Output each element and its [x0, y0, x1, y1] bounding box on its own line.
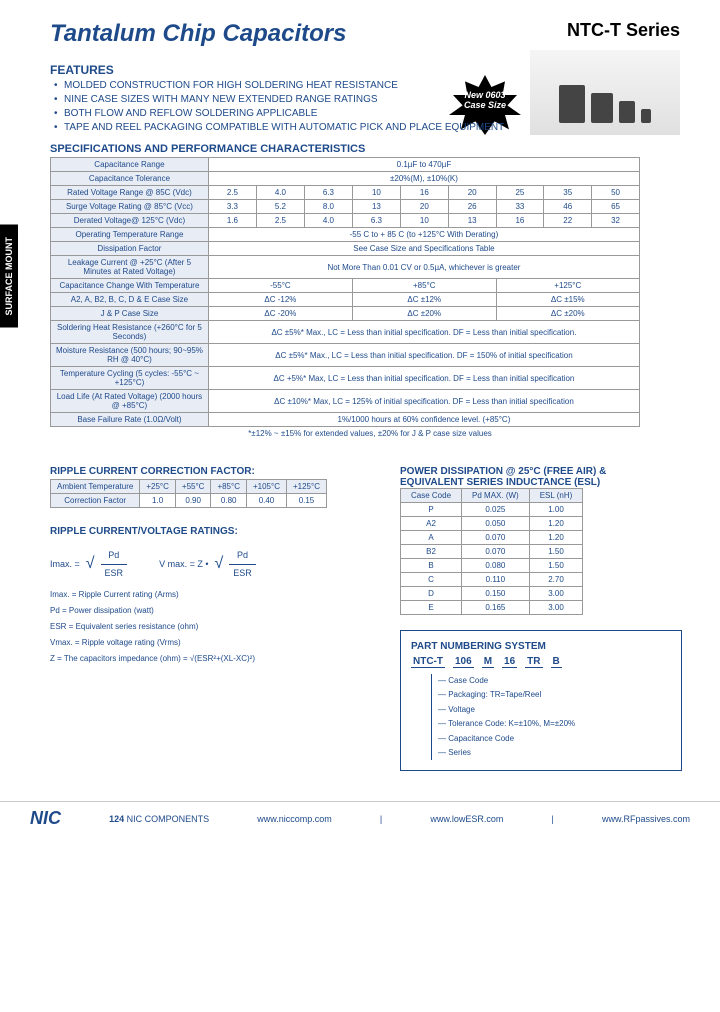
ratings-heading: RIPPLE CURRENT/VOLTAGE RATINGS:	[50, 526, 360, 537]
part-example: NTC-T106M16TRB	[411, 656, 671, 668]
footer-url-3: www.RFpassives.com	[602, 814, 690, 824]
spec-footnote: *±12% ~ ±15% for extended values, ±20% f…	[50, 429, 690, 438]
footer-url-1: www.niccomp.com	[257, 814, 332, 824]
series-label: NTC-T Series	[567, 20, 680, 41]
feature-item: MOLDED CONSTRUCTION FOR HIGH SOLDERING H…	[64, 79, 690, 93]
feature-item: TAPE AND REEL PACKAGING COMPATIBLE WITH …	[64, 121, 690, 135]
esl-table: Case CodePd MAX. (W)ESL (nH)P0.0251.00A2…	[400, 488, 583, 615]
part-numbering-box: PART NUMBERING SYSTEM NTC-T106M16TRB — C…	[400, 630, 682, 771]
feature-item: BOTH FLOW AND REFLOW SOLDERING APPLICABL…	[64, 107, 690, 121]
page-footer: NIC 124 NIC COMPONENTS www.niccomp.com| …	[0, 801, 720, 835]
ripple-heading: RIPPLE CURRENT CORRECTION FACTOR:	[50, 466, 360, 477]
definitions: Imax. = Ripple Current rating (Arms)Pd =…	[50, 587, 360, 667]
page-number: 124	[109, 814, 124, 824]
esl-heading: POWER DISSIPATION @ 25°C (FREE AIR) & EQ…	[400, 466, 660, 488]
ripple-table: Ambient Temperature+25°C+55°C+85°C+105°C…	[50, 479, 327, 508]
features-list: MOLDED CONSTRUCTION FOR HIGH SOLDERING H…	[50, 79, 690, 135]
feature-item: NINE CASE SIZES WITH MANY NEW EXTENDED R…	[64, 93, 690, 107]
part-lines: — Case Code— Packaging: TR=Tape/Reel— Vo…	[411, 674, 671, 760]
formulas: Imax. =√ PdESR V max. = Z •√ PdESR	[50, 547, 360, 582]
spec-heading: SPECIFICATIONS AND PERFORMANCE CHARACTER…	[50, 143, 690, 155]
part-heading: PART NUMBERING SYSTEM	[411, 641, 671, 652]
company-name: NIC COMPONENTS	[127, 814, 210, 824]
footer-url-2: www.lowESR.com	[430, 814, 503, 824]
nic-logo: NIC	[30, 808, 61, 828]
spec-table: Capacitance Range0.1µF to 470µFCapacitan…	[50, 157, 640, 427]
